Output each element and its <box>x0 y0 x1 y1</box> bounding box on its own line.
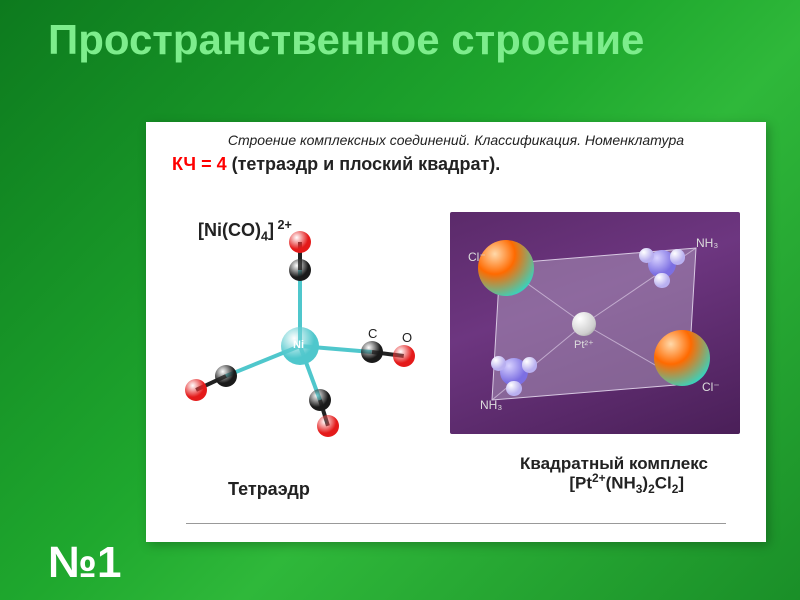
right-formula: [Pt2+(NH3)2Cl2] <box>569 471 684 496</box>
slide-number: №1 <box>48 538 122 588</box>
nh3-label-1: NH₃ <box>480 398 502 412</box>
divider <box>186 523 726 524</box>
left-caption: Тетраэдр <box>228 479 310 500</box>
oxygen-label: O <box>402 330 412 345</box>
coordination-number-line: КЧ = 4 (тетраэдр и плоский квадрат). <box>172 154 752 175</box>
cn-label: КЧ = 4 <box>172 154 227 174</box>
content-panel: Строение комплексных соединений. Классиф… <box>146 122 766 542</box>
tetrahedron-diagram: Ni C O <box>172 238 432 438</box>
cl-label-2: Cl⁻ <box>702 380 720 394</box>
pt-label: Pt²⁺ <box>574 338 594 351</box>
panel-heading: Строение комплексных соединений. Классиф… <box>160 132 752 148</box>
cn-text: (тетраэдр и плоский квадрат). <box>227 154 501 174</box>
nickel-label: Ni <box>293 339 304 351</box>
cl-label-1: Cl⁻ <box>468 250 486 264</box>
square-planar-diagram: Cl⁻ Cl⁻ NH₃ NH₃ Pt²⁺ <box>450 212 740 434</box>
nh3-label-2: NH₃ <box>696 236 718 250</box>
carbon-label: C <box>368 326 377 341</box>
page-title: Пространственное строение <box>48 16 644 64</box>
